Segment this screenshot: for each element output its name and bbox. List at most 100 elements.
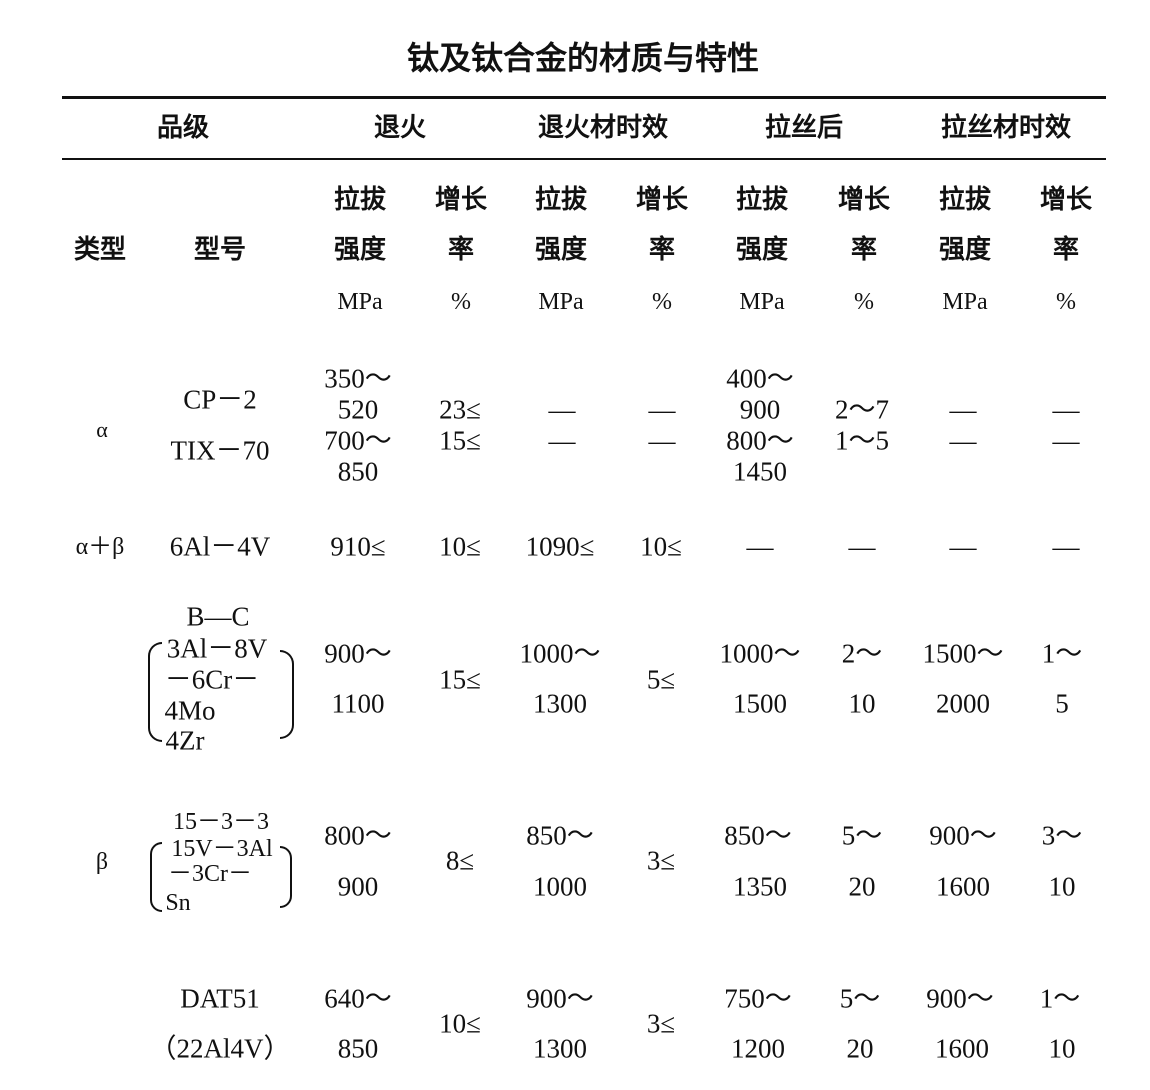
value-cell: 10 [848, 688, 876, 719]
model-cell: 3Al－8V [166, 633, 268, 664]
subheader-unit: MPa [337, 289, 383, 315]
model-cell: －6Cr－ [164, 664, 260, 695]
value-cell: 20 [848, 871, 876, 902]
value-cell: 800～ [324, 820, 392, 851]
model-cell: －3Cr－ [168, 861, 252, 887]
value-cell: 1600 [935, 1033, 989, 1064]
value-cell: — [548, 394, 576, 425]
subheader-unit: MPa [942, 289, 988, 315]
subheader-strength: 拉拔 [333, 185, 387, 215]
value-cell: 1～ [1041, 638, 1083, 669]
type-cell: α [96, 417, 108, 442]
value-cell: 900～ [324, 638, 392, 669]
subheader-elongation: 增长 [837, 185, 891, 215]
value-cell: 750～ [724, 983, 792, 1014]
value-cell: — [746, 531, 774, 562]
value-cell: — [949, 531, 977, 562]
subheader-elongation: 率 [850, 235, 878, 265]
value-cell: — [1052, 425, 1080, 456]
model-cell: 4Zr [165, 725, 205, 756]
left-bracket [150, 842, 162, 912]
value-cell: 2～ [841, 638, 883, 669]
value-cell: 15≤ [439, 425, 481, 456]
value-cell: 900～ [926, 983, 994, 1014]
subheader-strength: 拉拔 [938, 185, 992, 215]
value-cell: 15≤ [439, 664, 481, 695]
subheader-strength: 强度 [333, 235, 387, 265]
value-cell: 700～ [324, 425, 392, 456]
value-cell: 850 [337, 1033, 379, 1064]
value-cell: 640～ [324, 983, 392, 1014]
value-cell: 1000～ [719, 638, 801, 669]
value-cell: — [949, 394, 977, 425]
value-cell: 1100 [331, 688, 385, 719]
subheader-unit: % [1056, 289, 1076, 315]
model-cell: 15－3－3 [173, 809, 269, 835]
model-cell: B—C [186, 601, 250, 632]
subheader-strength: 强度 [534, 235, 588, 265]
subheader-strength: 强度 [938, 235, 992, 265]
value-cell: 10 [1048, 871, 1076, 902]
value-cell: — [648, 394, 676, 425]
table-title: 钛及钛合金的材质与特性 [406, 39, 760, 77]
value-cell: 850 [337, 456, 379, 487]
value-cell: 3≤ [646, 845, 676, 876]
subheader-unit: % [854, 289, 874, 315]
value-cell: 520 [337, 394, 379, 425]
value-cell: — [548, 425, 576, 456]
value-cell: 10 [1048, 1033, 1076, 1064]
right-bracket [280, 650, 294, 739]
left-bracket [148, 642, 162, 742]
model-cell: TIX－70 [170, 435, 270, 466]
value-cell: 1350 [733, 871, 787, 902]
value-cell: 850～ [526, 820, 594, 851]
subheader-elongation: 率 [447, 235, 475, 265]
value-cell: — [1052, 531, 1080, 562]
subheader-unit: MPa [739, 289, 785, 315]
value-cell: 5 [1055, 688, 1069, 719]
value-cell: 1～ [1039, 983, 1081, 1014]
value-cell: 1600 [936, 871, 990, 902]
header-model: 型号 [193, 235, 247, 265]
value-cell: 900 [337, 871, 379, 902]
top-rule [62, 96, 1106, 99]
value-cell: 2～7 [835, 394, 889, 425]
value-cell: 5≤ [646, 664, 676, 695]
subheader-elongation: 增长 [1039, 185, 1093, 215]
model-cell: （22Al4V） [149, 1033, 291, 1064]
value-cell: 1000～ [519, 638, 601, 669]
type-cell: β [95, 849, 109, 875]
subheader-unit: MPa [538, 289, 584, 315]
value-cell: 900 [739, 394, 781, 425]
value-cell: 1500 [733, 688, 787, 719]
value-cell: 900～ [929, 820, 997, 851]
value-cell: 1450 [733, 456, 787, 487]
value-cell: 910≤ [330, 531, 386, 562]
subheader-strength: 拉拔 [534, 185, 588, 215]
subheader-elongation: 率 [1052, 235, 1080, 265]
value-cell: 3～ [1041, 820, 1083, 851]
value-cell: 1200 [731, 1033, 785, 1064]
header-annealed-aged: 退火材时效 [537, 113, 669, 143]
value-cell: 10≤ [640, 531, 682, 562]
model-cell: CP－2 [183, 384, 257, 415]
subheader-elongation: 增长 [635, 185, 689, 215]
value-cell: — [949, 425, 977, 456]
model-cell: Sn [165, 890, 191, 916]
subheader-strength: 强度 [735, 235, 789, 265]
value-cell: 10≤ [439, 531, 481, 562]
value-cell: 5～ [841, 820, 883, 851]
value-cell: 350～ [324, 363, 392, 394]
subheader-elongation: 增长 [434, 185, 488, 215]
value-cell: 1500～ [922, 638, 1004, 669]
type-cell: α＋β [75, 534, 125, 560]
subheader-elongation: 率 [648, 235, 676, 265]
value-cell: 800～ [726, 425, 794, 456]
model-cell: 15V－3Al [171, 836, 273, 862]
header-annealed: 退火 [373, 113, 427, 143]
value-cell: 1000 [533, 871, 587, 902]
value-cell: 3≤ [646, 1008, 676, 1039]
value-cell: 20 [846, 1033, 874, 1064]
value-cell: 1090≤ [525, 531, 595, 562]
value-cell: 8≤ [445, 845, 475, 876]
